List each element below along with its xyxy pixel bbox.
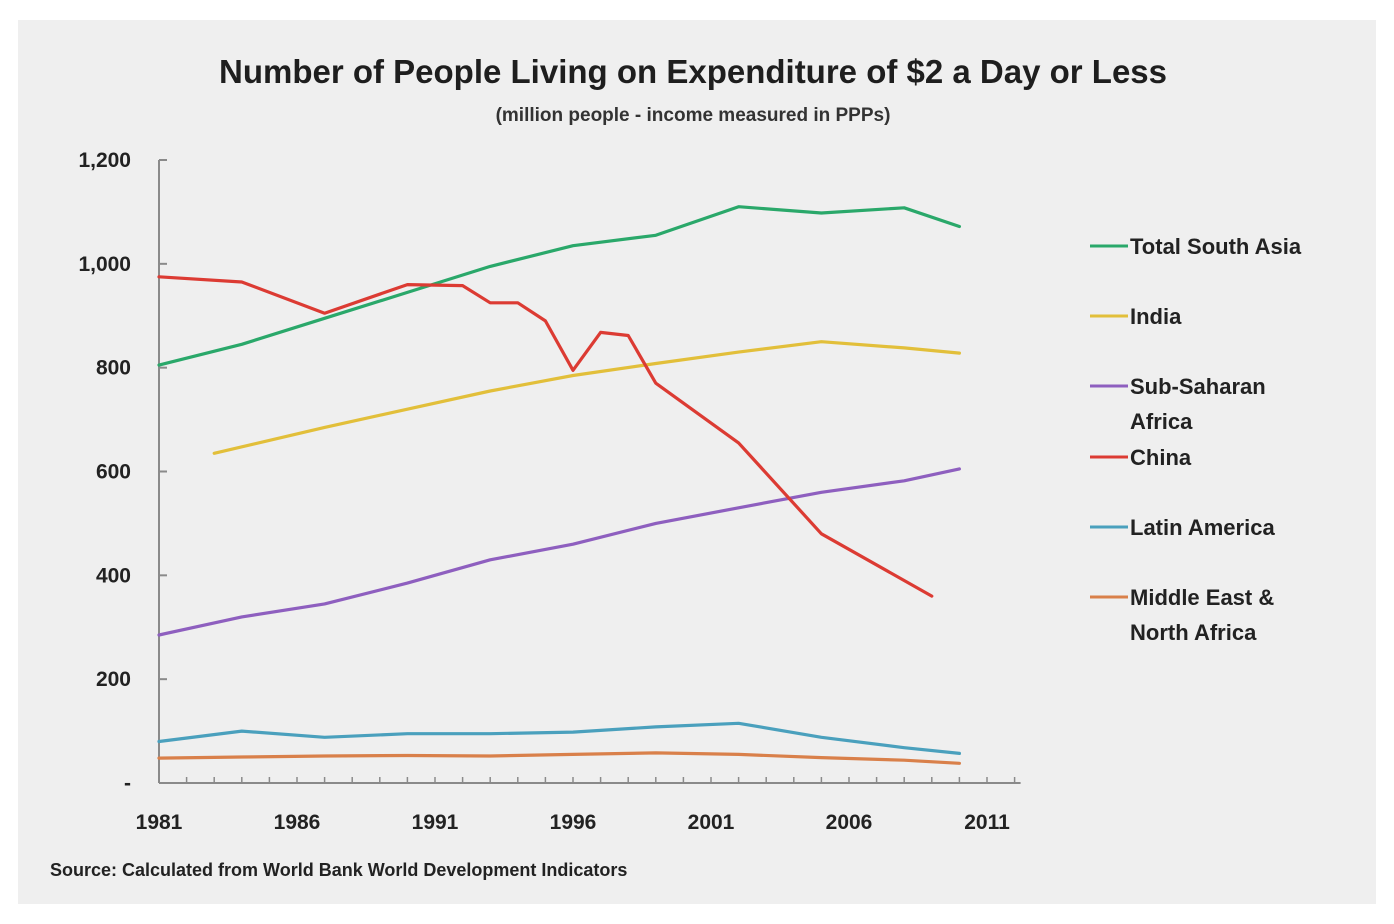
legend-label: India (1130, 304, 1182, 329)
series-line-latin-america (157, 721, 961, 755)
series-line-china (157, 275, 934, 598)
legend-label: Latin America (1130, 515, 1275, 540)
series-line-india (212, 340, 961, 455)
legend-label: China (1130, 445, 1192, 470)
x-tick-label: 2011 (964, 811, 1010, 834)
x-tick-label: 1996 (550, 811, 597, 834)
line-chart: Number of People Living on Expenditure o… (50, 53, 1302, 880)
y-tick-label: 200 (96, 668, 131, 691)
legend-label: Middle East & (1130, 585, 1274, 610)
chart-title: Number of People Living on Expenditure o… (219, 53, 1167, 90)
legend-label: Sub-Saharan (1130, 374, 1266, 399)
y-tick-label: 800 (96, 357, 131, 380)
source-note: Source: Calculated from World Bank World… (50, 860, 627, 880)
series-line-middle-east-north-africa (157, 751, 961, 765)
chart-panel: Number of People Living on Expenditure o… (18, 20, 1376, 904)
y-tick-label: - (124, 772, 131, 795)
x-tick-label: 2001 (688, 811, 735, 834)
x-tick-label: 2006 (826, 811, 873, 834)
legend-label: Total South Asia (1130, 234, 1302, 259)
legend-label: Africa (1130, 409, 1193, 434)
series-line-total-south-asia (157, 205, 961, 367)
y-tick-label: 1,200 (78, 149, 131, 172)
series-line-sub-saharan-africa (157, 467, 961, 637)
x-tick-label: 1991 (412, 811, 459, 834)
x-tick-label: 1981 (136, 811, 183, 834)
y-tick-label: 600 (96, 461, 131, 484)
legend: Total South Asia India Sub-Saharan Africa Ch… (1090, 234, 1302, 645)
chart-subtitle: (million people - income measured in PPP… (496, 105, 891, 126)
legend-label: North Africa (1130, 620, 1257, 645)
axes: - 200 400 600 800 1,000 1,200 1981 1986 1991 1996 2… (78, 149, 1021, 834)
x-tick-label: 1986 (274, 811, 321, 834)
y-tick-label: 400 (96, 564, 131, 587)
series-lines (157, 205, 961, 765)
y-tick-label: 1,000 (78, 253, 131, 276)
